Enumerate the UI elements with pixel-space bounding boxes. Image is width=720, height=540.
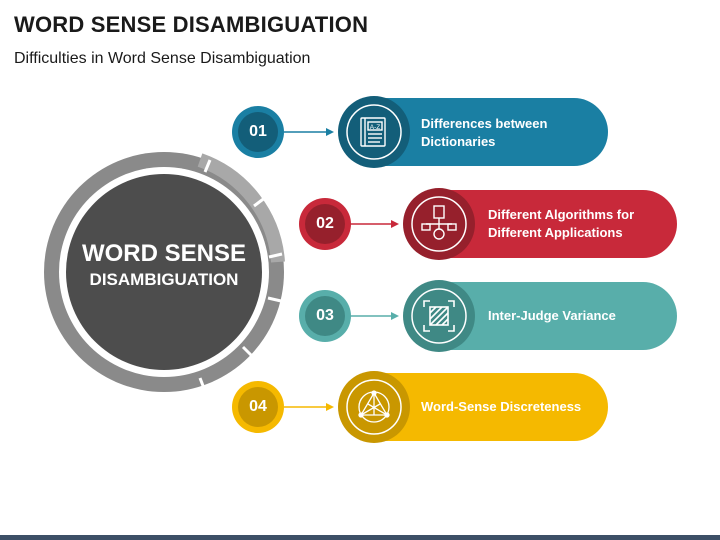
step-03-group [299,280,677,352]
step-03-number: 03 [316,307,334,324]
step-02-banner [405,190,677,258]
step-04-banner [340,373,608,441]
step-03-banner [405,282,677,350]
step-04-label-line1: Word-Sense Discreteness [421,399,582,414]
center-circle [66,174,262,370]
step-02-group [299,188,677,260]
step-01-banner [340,98,608,166]
step-02-label-line2: Different Applications [488,225,623,240]
step-01-label-line1: Differences between [421,116,548,131]
bottom-bar [0,535,720,540]
step-04-label: Word-Sense Discreteness [421,398,581,416]
step-02-label: Different Algorithms for Different Appli… [488,206,634,242]
center-label-sub: DISAMBIGUATION [89,270,239,289]
step-02-number: 02 [316,215,334,232]
center-label: WORD SENSE DISAMBIGUATION [64,240,264,292]
step-01-label-line2: Dictionaries [421,134,496,149]
outer-ring [44,152,285,392]
step-03-label-line1: Inter-Judge Variance [488,308,616,323]
page-title: WORD SENSE DISAMBIGUATION [14,12,369,37]
dictionary-az-icon [360,117,386,147]
center-label-main: WORD SENSE [81,240,246,267]
scan-frame-icon [423,300,455,332]
step-01-number: 01 [249,123,267,140]
step-04-group [232,371,608,443]
network-triangle-icon [358,390,390,423]
step-01-icon-outer [338,96,410,168]
step-01-label: Differences between Dictionaries [421,115,547,151]
step-01-group: A-Z [232,96,608,168]
svg-text:A-Z: A-Z [370,124,381,131]
step-03-label: Inter-Judge Variance [488,307,616,325]
step-04-number: 04 [249,398,267,415]
algorithm-flow-icon [421,205,457,240]
step-02-label-line1: Different Algorithms for [488,207,635,222]
page-subtitle: Difficulties in Word Sense Disambiguatio… [14,50,311,67]
